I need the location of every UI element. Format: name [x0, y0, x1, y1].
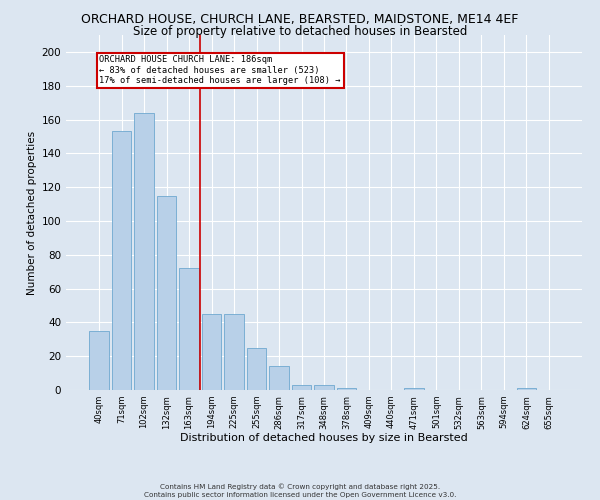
Bar — [269, 366, 289, 390]
Bar — [292, 385, 311, 390]
Text: ORCHARD HOUSE CHURCH LANE: 186sqm
← 83% of detached houses are smaller (523)
17%: ORCHARD HOUSE CHURCH LANE: 186sqm ← 83% … — [100, 56, 341, 85]
Bar — [337, 388, 356, 390]
Bar — [89, 331, 109, 390]
Bar — [179, 268, 199, 390]
Bar — [112, 132, 131, 390]
Bar — [247, 348, 266, 390]
Bar — [157, 196, 176, 390]
Bar — [404, 388, 424, 390]
Text: ORCHARD HOUSE, CHURCH LANE, BEARSTED, MAIDSTONE, ME14 4EF: ORCHARD HOUSE, CHURCH LANE, BEARSTED, MA… — [82, 12, 518, 26]
Y-axis label: Number of detached properties: Number of detached properties — [27, 130, 37, 294]
Text: Contains HM Land Registry data © Crown copyright and database right 2025.
Contai: Contains HM Land Registry data © Crown c… — [144, 484, 456, 498]
Text: Size of property relative to detached houses in Bearsted: Size of property relative to detached ho… — [133, 25, 467, 38]
Bar — [224, 314, 244, 390]
Bar — [314, 385, 334, 390]
Bar — [517, 388, 536, 390]
Bar — [202, 314, 221, 390]
X-axis label: Distribution of detached houses by size in Bearsted: Distribution of detached houses by size … — [180, 433, 468, 443]
Bar — [134, 113, 154, 390]
